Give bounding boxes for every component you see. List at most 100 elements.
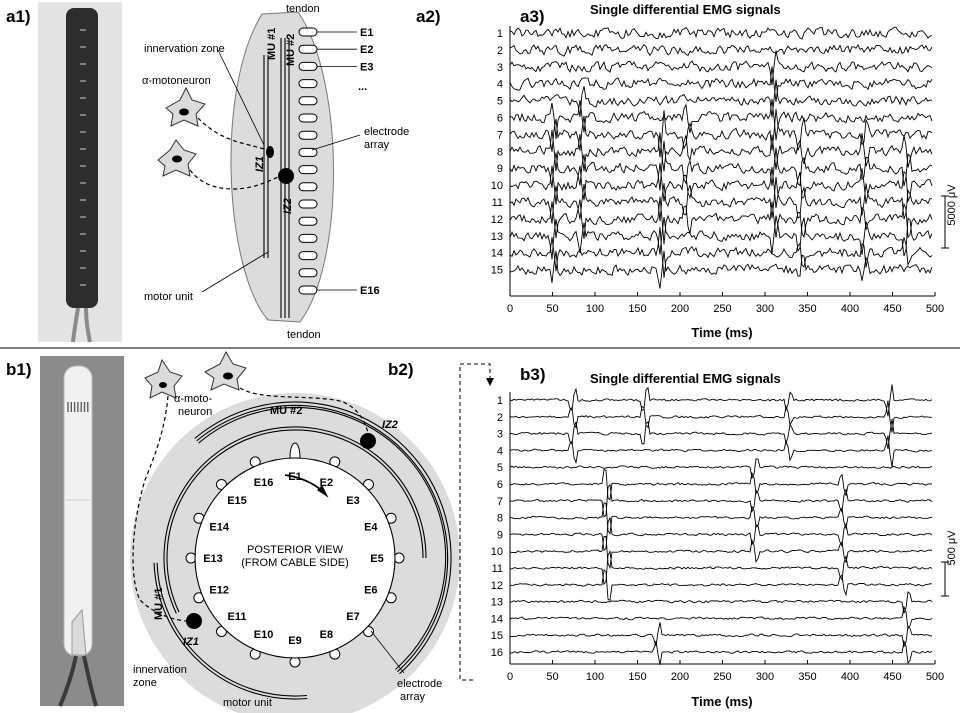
a3-trace-8 — [509, 129, 933, 172]
b3-xtick-label: 0 — [507, 671, 513, 683]
b2-electrode-label: E13 — [203, 553, 223, 565]
b3-scale-label: 500 μV — [946, 530, 958, 566]
panel-label-b1: b1) — [6, 360, 32, 379]
a3-channel-label: 10 — [491, 180, 503, 192]
a2-electrode-label: E3 — [360, 61, 373, 73]
b3-xlabel: Time (ms) — [691, 694, 752, 709]
b3-title: Single differential EMG signals — [590, 371, 781, 386]
panel-label-a2: a2) — [416, 7, 441, 26]
a2-electrode-pad — [298, 96, 318, 106]
b3-emg-plot: 0 50 100 150 200 250 300 350 400 450 500 123456789… — [491, 384, 949, 683]
b3-channel-label: 10 — [491, 546, 503, 558]
b3-trace-6 — [509, 468, 933, 501]
b3-channel-label: 16 — [491, 647, 503, 659]
a3-xtick-label: 200 — [671, 303, 689, 315]
a2-electrode-pad — [298, 182, 318, 192]
b3-channel-label: 4 — [497, 445, 503, 457]
b3-channel-label: 8 — [497, 513, 503, 525]
b3-link-arrow-icon — [486, 378, 494, 386]
b2-electrode-label: E16 — [254, 477, 274, 489]
panel-label-b2: b2) — [388, 360, 414, 379]
b3-channel-label: 12 — [491, 580, 503, 592]
b3-channel-label: 15 — [491, 630, 503, 642]
b2-array-label-2: array — [400, 691, 426, 703]
b2-motor-unit-label: motor unit — [223, 697, 272, 709]
a3-scale-label: 5000 μV — [946, 184, 958, 226]
a3-trace-14 — [509, 226, 933, 278]
b3-trace-11 — [509, 549, 933, 586]
b3-channel-label: 7 — [497, 496, 503, 508]
a3-trace-7 — [509, 108, 933, 158]
b1-photo-intramuscular-probe — [40, 356, 124, 707]
a3-trace-6 — [509, 98, 933, 141]
b3-trace-4 — [509, 435, 932, 468]
b3-link-bracket — [459, 363, 491, 681]
a3-channel-label: 13 — [491, 231, 503, 243]
a1-photo-electrode-array — [38, 2, 122, 343]
a3-trace-9 — [509, 140, 933, 191]
a3-xlabel: Time (ms) — [691, 325, 752, 340]
b3-trace-14 — [509, 605, 933, 630]
a2-electrode-pad — [298, 268, 318, 278]
a2-motor-unit-label: motor unit — [144, 291, 193, 303]
b2-electrode-label: E7 — [346, 611, 359, 623]
a3-trace-2 — [509, 43, 933, 57]
a3-channel-label: 1 — [497, 28, 503, 40]
a3-channel-label: 6 — [497, 113, 503, 125]
b2-center-label-2: (FROM CABLE SIDE) — [241, 557, 349, 569]
b2-electrode-label: E9 — [288, 635, 301, 647]
b3-trace-16 — [509, 639, 933, 665]
a3-xtick-label: 0 — [507, 303, 513, 315]
b2-iz1-dot — [186, 613, 202, 629]
b2-electrode-label: E10 — [254, 629, 274, 641]
a2-muscle-diagram — [157, 11, 361, 323]
b2-center-label-1: POSTERIOR VIEW — [247, 544, 344, 556]
b3-xtick-label: 400 — [841, 671, 859, 683]
b2-iz2-label: IZ2 — [382, 419, 398, 431]
a2-tendon-top: tendon — [286, 3, 320, 15]
a3-xtick-label: 400 — [841, 303, 859, 315]
a3-xtick-label: 100 — [586, 303, 604, 315]
a2-tendon-bottom: tendon — [287, 329, 321, 341]
a2-electrode-label: E1 — [360, 27, 373, 39]
a2-electrode-pad — [298, 79, 318, 89]
a3-xtick-label: 250 — [713, 303, 731, 315]
b3-xtick-label: 200 — [671, 671, 689, 683]
b3-channel-label: 3 — [497, 429, 503, 441]
a3-trace-11 — [509, 176, 932, 224]
a3-trace-12 — [509, 196, 933, 245]
a2-electrode-pad — [298, 165, 318, 175]
rotation-arrow-icon — [317, 484, 329, 498]
a3-xtick-label: 300 — [756, 303, 774, 315]
a3-trace-5 — [509, 79, 933, 118]
a2-electrode-pad — [298, 44, 318, 54]
a3-trace-15 — [509, 250, 933, 289]
a3-trace-3 — [509, 50, 933, 86]
a3-channel-label: 15 — [491, 265, 503, 277]
b3-xtick-label: 150 — [628, 671, 646, 683]
a3-trace-4 — [509, 66, 933, 102]
b2-iz2-dot — [360, 433, 376, 449]
b3-trace-2 — [509, 400, 933, 433]
b3-xtick-label: 500 — [926, 671, 944, 683]
a3-emg-plot: 0 50 100 150 200 250 300 350 400 450 500 123456789… — [491, 26, 949, 315]
a2-electrode-pad — [298, 216, 318, 226]
a2-electrode-pad — [298, 251, 318, 261]
b3-xtick-label: 100 — [586, 671, 604, 683]
b3-channel-label: 1 — [497, 395, 503, 407]
a2-innervation-zone-label: innervation zone — [144, 43, 225, 55]
b3-channel-label: 9 — [497, 529, 503, 541]
a2-mu1-label: MU #1 — [266, 28, 278, 60]
b3-xtick-label: 450 — [883, 671, 901, 683]
b2-electrode-label: E8 — [320, 629, 333, 641]
b3-trace-5 — [509, 458, 933, 480]
a3-title: Single differential EMG signals — [590, 2, 781, 17]
panel-label-a3: a3) — [520, 7, 545, 26]
b2-probe-cross-section — [130, 350, 460, 713]
a2-mu2-label: MU #2 — [285, 34, 297, 66]
a3-channel-label: 5 — [497, 96, 503, 108]
b3-trace-10 — [509, 535, 933, 570]
a3-trace-10 — [509, 162, 933, 209]
b3-trace-9 — [509, 517, 933, 552]
b3-channel-label: 11 — [492, 563, 503, 575]
